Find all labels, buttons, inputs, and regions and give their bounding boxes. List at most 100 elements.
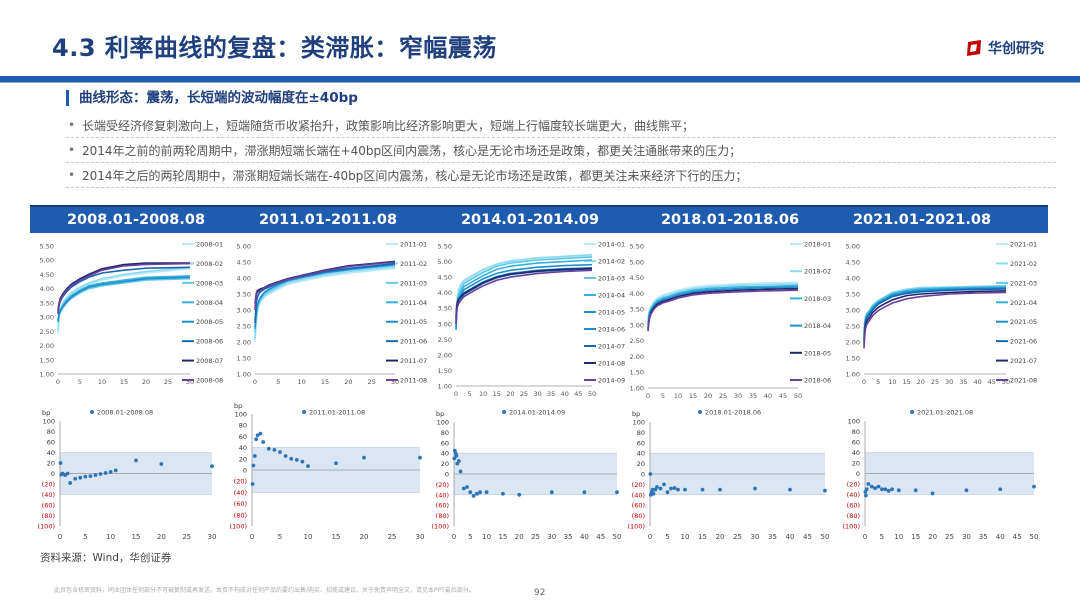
- series-line: [57, 262, 191, 313]
- x-tick-label: 30: [734, 392, 742, 400]
- legend-label: 2021-06: [1010, 338, 1037, 346]
- data-point: [68, 481, 73, 485]
- legend-marker: [90, 410, 94, 414]
- x-tick-label: 15: [332, 533, 341, 541]
- y-tick-label: 100: [437, 419, 449, 427]
- header-rule: [0, 76, 1080, 82]
- x-tick-label: 10: [482, 533, 491, 541]
- data-point: [753, 486, 757, 491]
- period-label: 2021.01-2021.08: [852, 212, 992, 228]
- x-tick-label: 10: [98, 378, 106, 386]
- y-tick-label: (40): [436, 491, 449, 499]
- series-line: [254, 263, 396, 328]
- x-tick-label: 45: [574, 390, 582, 398]
- header-rule-thin: [0, 82, 1080, 83]
- data-point: [648, 472, 653, 476]
- y-tick-label: (80): [436, 512, 449, 520]
- data-point: [876, 484, 881, 489]
- x-tick-label: 40: [973, 378, 981, 386]
- x-tick-label: 40: [996, 533, 1005, 541]
- x-tick-label: 5: [278, 533, 282, 541]
- data-point: [456, 459, 461, 463]
- data-point: [78, 475, 83, 480]
- series-line: [254, 261, 396, 311]
- x-tick-label: 45: [779, 392, 787, 400]
- x-tick-label: 15: [132, 533, 141, 541]
- legend-label: 2008-05: [196, 318, 223, 326]
- disclaimer: 此页包含机密资料，同业团体任何部分不可被复制或再发送。本页不构成对任何产品的要约…: [54, 587, 475, 594]
- data-point: [65, 471, 70, 476]
- series-line: [57, 276, 191, 322]
- y-tick-label: 80: [47, 428, 55, 436]
- data-point: [1032, 484, 1036, 489]
- x-tick-label: 5: [661, 392, 665, 400]
- x-tick-label: 15: [911, 533, 920, 541]
- x-tick-label: 35: [959, 378, 967, 386]
- series-line: [863, 288, 1007, 343]
- y-tick-label: (80): [234, 511, 247, 519]
- y-tick-label: 4.00: [40, 285, 54, 293]
- y-tick-label: 1.00: [438, 383, 452, 391]
- y-tick-label: 1.50: [630, 369, 644, 377]
- y-axis-unit: bp: [42, 409, 50, 417]
- y-tick-label: 5.50: [40, 243, 54, 251]
- y-tick-label: 100: [43, 418, 55, 426]
- y-tick-label: 2.50: [237, 323, 251, 331]
- legend-label: 2018-04: [804, 322, 831, 330]
- x-tick-label: 30: [186, 378, 194, 386]
- x-tick-label: 25: [182, 533, 191, 541]
- y-tick-label: 3.00: [630, 321, 644, 329]
- data-point: [452, 456, 457, 461]
- y-tick-label: 2.50: [846, 323, 860, 331]
- y-tick-label: (100): [38, 523, 55, 531]
- y-tick-label: 80: [637, 429, 645, 437]
- series-line: [647, 284, 799, 325]
- y-tick-label: 5.00: [630, 258, 644, 266]
- y-tick-label: 4.00: [237, 275, 251, 283]
- legend-label: 2014-06: [598, 326, 625, 334]
- y-tick-label: 100: [235, 411, 247, 419]
- y-tick-label: 3.50: [846, 291, 860, 299]
- y-tick-label: 4.50: [438, 274, 452, 282]
- legend-label: 2018-01: [804, 241, 831, 249]
- x-tick-label: 15: [120, 378, 128, 386]
- legend-marker: [302, 410, 306, 414]
- data-point: [863, 493, 868, 498]
- data-point: [662, 482, 666, 487]
- y-tick-label: 4.50: [237, 259, 251, 267]
- y-tick-label: 5.00: [237, 243, 251, 251]
- legend-label: 2014-02: [598, 258, 625, 266]
- x-tick-label: 25: [388, 533, 397, 541]
- y-tick-label: (100): [628, 523, 645, 531]
- bullet-item: 2014年之后的两轮周期中，滞涨期短端长端在-40bp区间内震荡，核心是无论市场…: [66, 165, 1056, 188]
- y-tick-label: 1.50: [40, 356, 54, 364]
- data-point: [454, 453, 459, 458]
- x-tick-label: 35: [979, 533, 988, 541]
- y-tick-label: 2.00: [438, 351, 452, 359]
- data-point: [73, 476, 78, 481]
- y-tick-label: 4.50: [40, 271, 54, 279]
- x-tick-label: 0: [863, 533, 867, 541]
- data-point: [334, 461, 338, 466]
- y-tick-label: (20): [234, 478, 247, 486]
- data-point: [615, 490, 619, 495]
- data-point: [655, 485, 659, 489]
- x-tick-label: 35: [768, 533, 777, 541]
- x-tick-label: 45: [988, 378, 996, 386]
- data-point: [272, 447, 277, 452]
- x-tick-label: 50: [1002, 378, 1010, 386]
- legend-label: 2018-06: [804, 377, 831, 385]
- x-tick-label: 30: [416, 533, 425, 541]
- legend-label: 2008-07: [196, 357, 223, 365]
- y-tick-label: 80: [239, 422, 247, 430]
- data-point: [964, 488, 969, 493]
- data-point: [261, 440, 266, 444]
- y-tick-label: (80): [847, 512, 860, 520]
- data-point: [418, 455, 422, 460]
- data-point: [283, 454, 288, 458]
- y-axis-unit: bp: [234, 402, 242, 410]
- x-tick-label: 20: [716, 533, 725, 541]
- y-tick-label: 20: [47, 460, 55, 468]
- legend-label: 2021-07: [1010, 357, 1037, 365]
- y-tick-label: 4.00: [438, 289, 452, 297]
